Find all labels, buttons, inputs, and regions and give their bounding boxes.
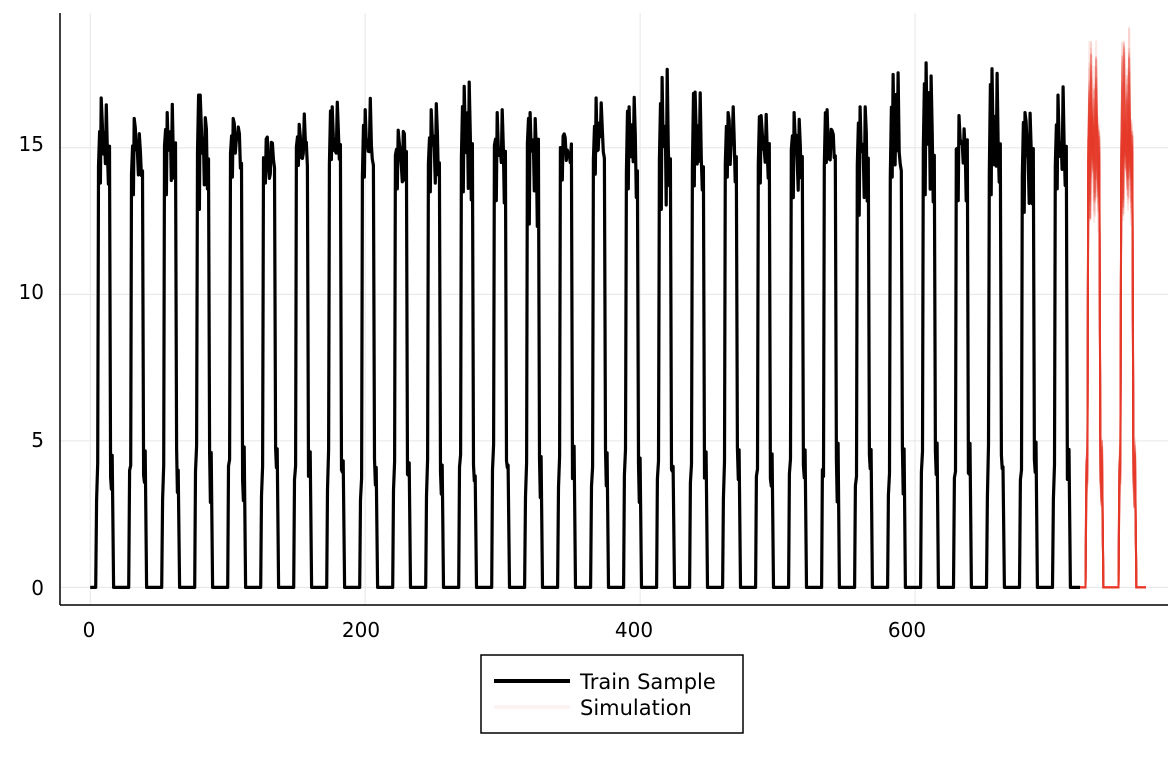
simulation-trace bbox=[1080, 64, 1146, 589]
simulation-trace bbox=[1080, 121, 1146, 589]
simulation-trace bbox=[1080, 41, 1146, 589]
simulation-trace bbox=[1080, 40, 1146, 589]
simulation-trace bbox=[1080, 89, 1146, 589]
train-sample-line bbox=[90, 61, 1080, 589]
simulation-trace bbox=[1080, 111, 1146, 589]
simulation-trace bbox=[1080, 54, 1146, 589]
simulation-trace bbox=[1080, 45, 1146, 589]
simulation-trace bbox=[1080, 105, 1146, 589]
simulation-trace bbox=[1080, 55, 1146, 589]
y-tick-label: 15 bbox=[19, 132, 44, 156]
simulation-trace bbox=[1080, 56, 1146, 589]
simulation-trace bbox=[1080, 47, 1146, 589]
simulation-trace bbox=[1080, 58, 1146, 589]
x-tick-label: 400 bbox=[615, 618, 653, 642]
x-tick-label: 0 bbox=[83, 618, 96, 642]
y-tick-label: 5 bbox=[31, 428, 44, 452]
simulation-trace bbox=[1080, 65, 1146, 589]
simulation-trace bbox=[1080, 115, 1146, 589]
simulation-trace bbox=[1080, 94, 1146, 589]
y-tick-label: 10 bbox=[19, 280, 44, 304]
tick-labels: 0 200 400 600 0 5 10 15 bbox=[19, 132, 927, 642]
simulation-trace bbox=[1080, 42, 1146, 589]
simulation-trace bbox=[1080, 26, 1146, 589]
simulation-trace bbox=[1080, 48, 1146, 589]
simulation-trace bbox=[1080, 74, 1146, 589]
simulation-trace bbox=[1080, 47, 1146, 589]
simulation-trace bbox=[1080, 125, 1146, 589]
simulation-trace bbox=[1080, 82, 1146, 589]
x-tick-label: 200 bbox=[342, 618, 380, 642]
simulation-trace bbox=[1080, 79, 1146, 589]
legend: Train Sample Simulation bbox=[480, 654, 744, 734]
simulation-trace bbox=[1080, 40, 1146, 589]
simulation-trace bbox=[1080, 55, 1146, 589]
legend-label-simulation: Simulation bbox=[580, 696, 692, 720]
simulation-trace bbox=[1080, 28, 1146, 589]
x-tick-label: 600 bbox=[888, 618, 926, 642]
simulation-trace bbox=[1080, 74, 1146, 589]
simulation-trace bbox=[1080, 51, 1146, 589]
simulation-trace bbox=[1080, 112, 1146, 589]
legend-box bbox=[480, 654, 744, 734]
simulation-trace bbox=[1080, 100, 1146, 589]
simulation-trace bbox=[1080, 58, 1146, 589]
axes bbox=[59, 13, 1168, 606]
legend-label-train: Train Sample bbox=[579, 670, 716, 694]
series-layer bbox=[90, 26, 1146, 589]
simulation-trace bbox=[1080, 116, 1146, 589]
simulation-trace bbox=[1080, 78, 1146, 589]
y-tick-label: 0 bbox=[31, 576, 44, 600]
simulation-trace bbox=[1080, 87, 1146, 589]
simulation-trace bbox=[1080, 52, 1146, 589]
simulation-trace bbox=[1080, 115, 1146, 589]
simulation-trace bbox=[1080, 73, 1146, 589]
simulation-trace bbox=[1080, 72, 1146, 589]
simulation-trace bbox=[1080, 119, 1146, 589]
